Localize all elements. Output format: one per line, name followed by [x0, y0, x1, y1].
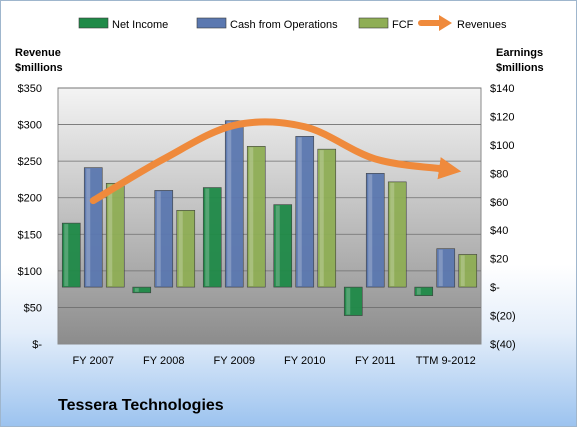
left-tick-label: $300: [18, 120, 42, 132]
right-tick-label: $(20): [490, 311, 516, 323]
bar-highlight: [416, 288, 421, 295]
left-axis-title: Revenue: [15, 47, 61, 59]
bar-highlight: [438, 249, 443, 287]
left-tick-label: $100: [18, 266, 42, 278]
right-tick-label: $140: [490, 83, 514, 95]
left-axis-title-units: $millions: [15, 62, 63, 74]
bar-fcf: [176, 210, 196, 288]
legend-swatch-net-income: [78, 17, 109, 29]
bar-highlight: [368, 174, 373, 287]
left-tick-label: $50: [24, 302, 42, 314]
right-tick-label: $40: [490, 225, 508, 237]
x-tick-label: FY 2011: [355, 355, 396, 367]
bar-cash-from-operations: [295, 136, 315, 288]
bar-highlight: [86, 168, 91, 287]
bar-highlight: [319, 150, 324, 287]
right-axis-title-units: $millions: [496, 62, 544, 74]
bar-net-income: [61, 222, 81, 288]
bar-cash-from-operations: [365, 173, 385, 288]
legend-label: Cash from Operations: [230, 19, 338, 31]
x-tick-label: FY 2009: [214, 355, 255, 367]
legend-swatch-cash-from-operations: [196, 17, 227, 29]
bar-highlight: [390, 182, 395, 287]
left-tick-label: $350: [18, 83, 42, 95]
right-tick-label: $120: [490, 111, 514, 123]
bar-highlight: [108, 184, 113, 287]
bar-net-income: [273, 204, 293, 288]
x-tick-label: FY 2008: [143, 355, 184, 367]
revenue-line: [89, 118, 462, 205]
company-name: Tessera Technologies: [58, 397, 224, 414]
right-tick-label: $20: [490, 254, 508, 266]
bar-highlight: [134, 288, 139, 292]
bar-fcf: [317, 148, 337, 288]
left-tick-label: $150: [18, 229, 42, 241]
right-axis-title: Earnings: [496, 47, 543, 59]
bar-fcf: [246, 146, 266, 288]
right-tick-label: $60: [490, 197, 508, 209]
bar-net-income: [132, 286, 152, 294]
bar-highlight: [178, 211, 183, 287]
legend-label: Net Income: [112, 19, 168, 31]
bar-highlight: [297, 137, 302, 287]
right-tick-label: $-: [490, 282, 500, 294]
bar-highlight: [156, 191, 161, 287]
left-tick-label: $250: [18, 156, 42, 168]
bar-highlight: [460, 255, 465, 287]
bar-highlight: [205, 188, 210, 287]
x-tick-label: FY 2010: [284, 355, 325, 367]
bar-highlight: [275, 205, 280, 287]
bar-fcf: [458, 254, 478, 288]
legend-arrow-icon: [439, 15, 452, 31]
left-tick-label: $-: [32, 339, 42, 351]
bar-net-income: [202, 187, 222, 288]
right-tick-label: $(40): [490, 339, 516, 351]
left-tick-label: $200: [18, 193, 42, 205]
legend-label: FCF: [392, 19, 414, 31]
right-tick-label: $100: [490, 140, 514, 152]
x-tick-label: FY 2007: [73, 355, 114, 367]
bar-highlight: [227, 121, 232, 287]
bar-net-income: [414, 286, 434, 296]
plot-area: [57, 87, 482, 345]
bar-net-income: [343, 286, 363, 316]
bar-cash-from-operations: [154, 190, 174, 288]
bar-highlight: [249, 147, 254, 287]
bar-highlight: [64, 224, 69, 287]
bar-cash-from-operations: [224, 120, 244, 288]
legend-swatch-fcf: [358, 17, 389, 29]
x-tick-label: TTM 9-2012: [416, 355, 476, 367]
bar-cash-from-operations: [436, 248, 456, 288]
right-tick-label: $80: [490, 168, 508, 180]
legend-label: Revenues: [457, 19, 507, 31]
bar-highlight: [346, 288, 351, 315]
bar-fcf: [387, 181, 407, 288]
